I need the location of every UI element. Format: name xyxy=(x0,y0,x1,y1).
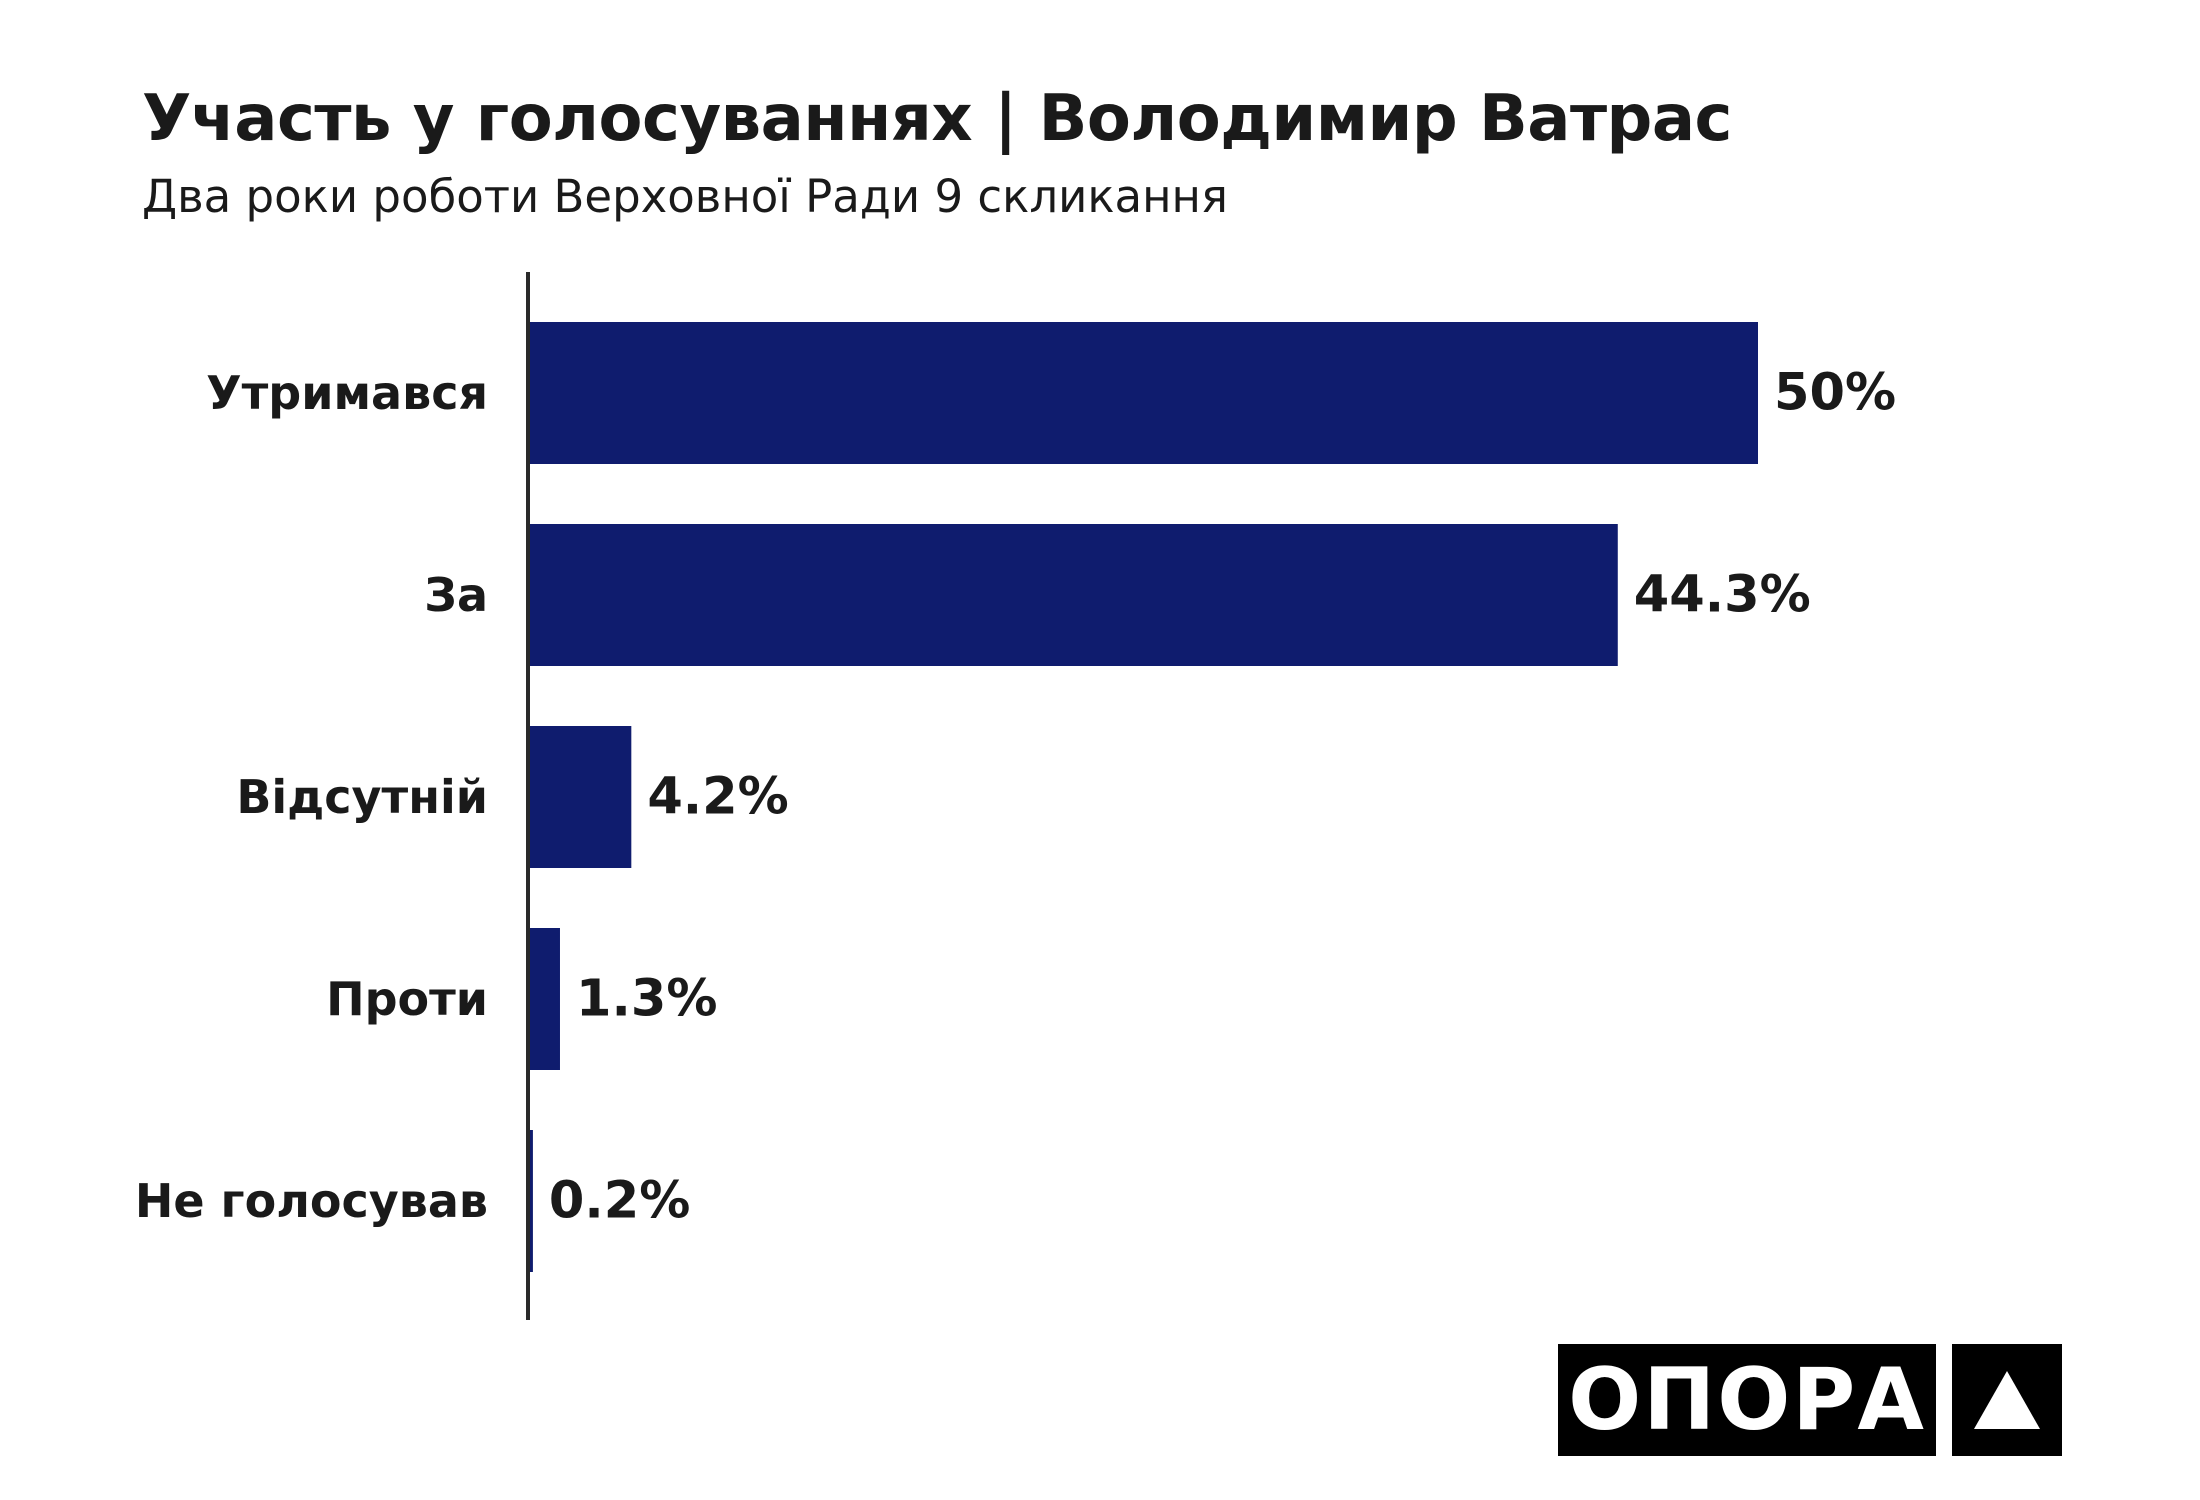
bar-3 xyxy=(528,928,560,1070)
bar-0 xyxy=(528,322,1758,464)
value-label: 44.3% xyxy=(1634,566,1811,625)
chart-subtitle: Два роки роботи Верховної Ради 9 скликан… xyxy=(142,170,1228,223)
bar-1 xyxy=(528,524,1618,666)
triangle-icon xyxy=(1974,1371,2040,1429)
value-label: 4.2% xyxy=(647,768,788,827)
bar-2 xyxy=(528,726,632,868)
category-label: Відсутній xyxy=(236,770,488,824)
value-label: 1.3% xyxy=(576,970,717,1029)
bar-4 xyxy=(528,1130,533,1272)
value-label: 0.2% xyxy=(549,1172,690,1231)
opora-logo-mark xyxy=(1952,1344,2062,1456)
value-label: 50% xyxy=(1774,364,1896,423)
category-label: Проти xyxy=(326,972,488,1026)
category-label: Не голосував xyxy=(135,1174,488,1228)
category-label: За xyxy=(424,568,488,622)
opora-logo: ОПОРА xyxy=(1558,1344,1936,1456)
logo-text: ОПОРА xyxy=(1568,1350,1926,1450)
chart-title: Участь у голосуваннях | Володимир Ватрас xyxy=(142,82,1732,156)
category-label: Утримався xyxy=(206,366,488,420)
